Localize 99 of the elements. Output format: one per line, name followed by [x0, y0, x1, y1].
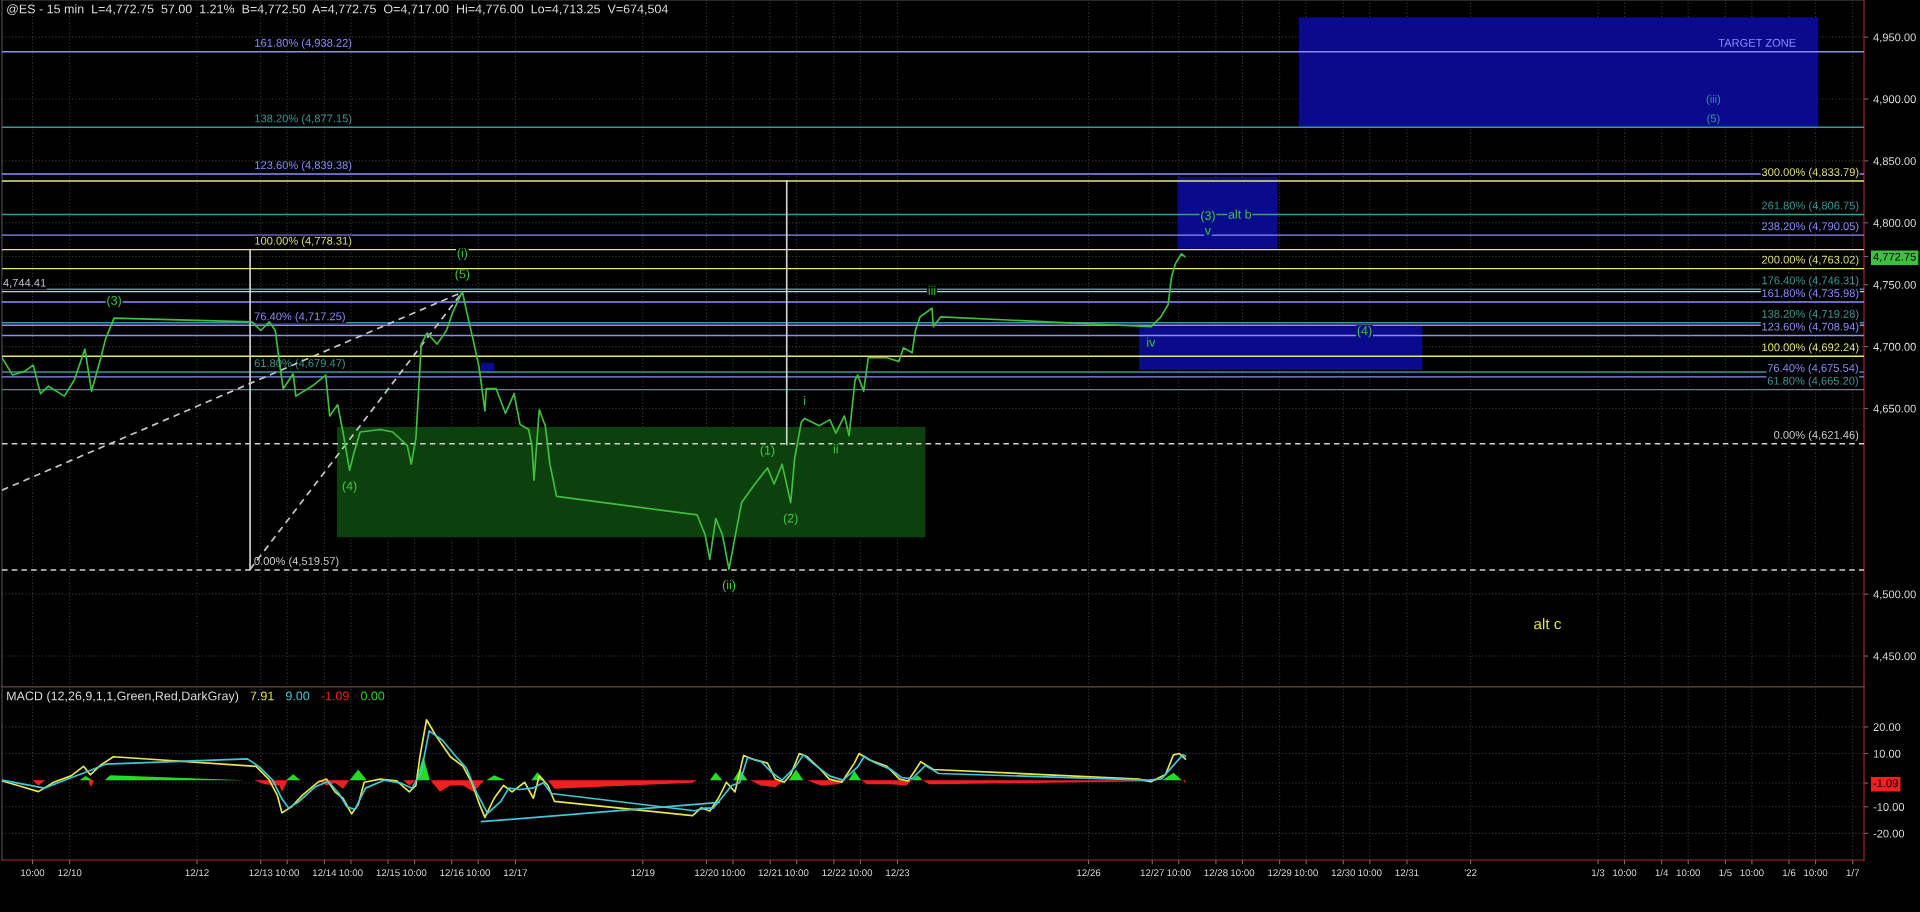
x-tick-label: 10:00 [1613, 869, 1637, 877]
annotation: (5) [455, 269, 470, 281]
annotation: 0.00% (4,621.46) [1774, 430, 1859, 442]
annotation: v [1204, 228, 1212, 235]
x-tick-label: 10:00 [1231, 869, 1255, 877]
annotation: 161.80% (4,735.98) [1762, 288, 1859, 300]
text: 0.00 [360, 691, 385, 701]
x-tick-label: 12/29 [1268, 869, 1292, 877]
y-tick-label: 4,850.00 [1873, 157, 1916, 167]
x-tick-label: '22 [1464, 869, 1477, 877]
x-tick-label: 1/6 [1783, 869, 1796, 877]
y-tick-label: 4,772.75 [1873, 252, 1916, 262]
chart-title: MACD (12,26,9,1,1,Green,Red,DarkGray) [7, 691, 239, 703]
x-tick-label: 12/28 [1204, 869, 1228, 877]
annotation: 100.00% (4,692.24) [1762, 343, 1859, 354]
annotation: TARGET ZONE [1718, 38, 1796, 47]
x-tick-label: 12/26 [1077, 869, 1101, 877]
y-tick-label: 4,800.00 [1873, 219, 1916, 229]
y-tick-label: 4,750.00 [1873, 280, 1916, 291]
y-tick-label: 4,900.00 [1873, 95, 1916, 105]
x-tick-label: 12/31 [1395, 869, 1419, 877]
annotation: 300.00% (4,833.79) [1761, 167, 1859, 179]
y-tick-label: -1.09 [1873, 779, 1898, 788]
annotation: (iii) [1706, 94, 1721, 106]
x-tick-label: 10:00 [848, 869, 873, 877]
x-tick-label: 10:00 [1676, 869, 1700, 877]
x-tick-label: 10:00 [275, 869, 300, 877]
annotation: i [804, 395, 806, 405]
text: -1.09 [321, 691, 349, 701]
annotation: (5) [1707, 114, 1720, 125]
annotation: 238.20% (4,790.05) [1762, 221, 1859, 233]
y-tick-label: 4,650.00 [1873, 404, 1916, 414]
y-tick-label: 10.00 [1873, 749, 1901, 758]
y-tick-label: -20.00 [1873, 829, 1905, 838]
x-tick-label: 12/22 [822, 869, 846, 877]
x-tick-label: 12/19 [631, 869, 655, 877]
x-tick-label: 12/12 [185, 869, 209, 877]
x-tick-label: 12/20 [695, 869, 719, 877]
x-tick-label: 10:00 [1358, 869, 1382, 877]
x-tick-label: 10:00 [403, 869, 427, 877]
annotation: (4) [1357, 325, 1372, 338]
x-tick-label: 10:00 [1804, 869, 1828, 877]
annotation: 123.60% (4,708.94) [1762, 322, 1859, 333]
annotation: 100.00% (4,778.31) [255, 236, 352, 247]
annotation: iv [1147, 337, 1156, 347]
x-tick-label: 12/13 [249, 869, 273, 877]
x-tick-label: 10:00 [785, 869, 809, 877]
x-tick-label: 12/27 [1140, 869, 1164, 877]
annotation: 200.00% (4,763.02) [1762, 255, 1859, 266]
annotation: (3) [1201, 210, 1215, 223]
y-tick-label: 4,500.00 [1873, 590, 1916, 600]
annotation: 176.40% (4,746.31) [1762, 276, 1859, 287]
annotation: 4,744.41 [3, 278, 46, 288]
x-tick-label: 10:00 [1740, 869, 1764, 877]
annotation: (2) [783, 513, 798, 526]
annotation: 76.40% (4,717.25) [254, 312, 345, 323]
annotation: (ii) [722, 580, 736, 592]
x-tick-label: 1/5 [1719, 869, 1732, 877]
annotation: 0.00% (4,519.57) [254, 556, 339, 568]
annotation: (3) [107, 295, 121, 308]
x-tick-label: 12/30 [1331, 869, 1356, 877]
x-tick-label: 12/10 [58, 869, 82, 877]
x-tick-label: 12/17 [504, 869, 528, 877]
annotation: ii [833, 444, 838, 454]
annotation: (i) [457, 248, 468, 260]
y-tick-label: -10.00 [1873, 803, 1905, 811]
chart-title: @ES - 15 min L=4,772.75 57.00 1.21% B=4,772.50 A=4,772.75 O=4,717.00 Hi=4,776.00 Lo=4,713.25 V=674,504 [7, 4, 668, 15]
y-tick-label: 4,450.00 [1873, 652, 1916, 662]
annotation: 138.20% (4,719.28) [1762, 309, 1859, 320]
x-tick-label: 1/4 [1655, 869, 1669, 877]
x-tick-label: 10:00 [466, 869, 491, 877]
x-tick-label: 12/23 [886, 869, 910, 877]
annotation: 138.20% (4,877.15) [255, 114, 352, 125]
annotation: 61.80% (4,665.20) [1767, 376, 1858, 387]
x-tick-label: 10:00 [21, 869, 45, 877]
y-tick-label: 20.00 [1873, 723, 1901, 732]
annotation: (1) [760, 445, 775, 458]
y-tick-label: 4,950.00 [1873, 33, 1916, 43]
annotation: 123.60% (4,839.38) [255, 160, 352, 172]
x-tick-label: 10:00 [1294, 869, 1318, 877]
annotation: 261.80% (4,806.75) [1762, 201, 1859, 212]
annotation: 76.40% (4,675.54) [1767, 363, 1858, 375]
x-tick-label: 12/14 [312, 869, 337, 877]
x-tick-label: 12/15 [376, 869, 400, 877]
annotation: iii [928, 285, 936, 295]
x-tick-label: 10:00 [721, 869, 745, 877]
annotation: 161.80% (4,938.22) [255, 38, 352, 49]
x-tick-label: 1/3 [1591, 869, 1605, 877]
annotation: alt b [1228, 209, 1252, 219]
x-tick-label: 10:00 [1167, 869, 1191, 877]
x-tick-label: 12/16 [440, 869, 464, 877]
x-tick-label: 1/7 [1846, 869, 1859, 877]
x-tick-label: 12/21 [758, 869, 782, 877]
annotation: alt c [1534, 618, 1562, 630]
text: 7.91 [250, 691, 274, 701]
x-tick-label: 10:00 [339, 869, 363, 877]
y-tick-label: 4,700.00 [1873, 342, 1916, 353]
annotation: (4) [342, 481, 357, 493]
text: 9.00 [286, 691, 310, 701]
